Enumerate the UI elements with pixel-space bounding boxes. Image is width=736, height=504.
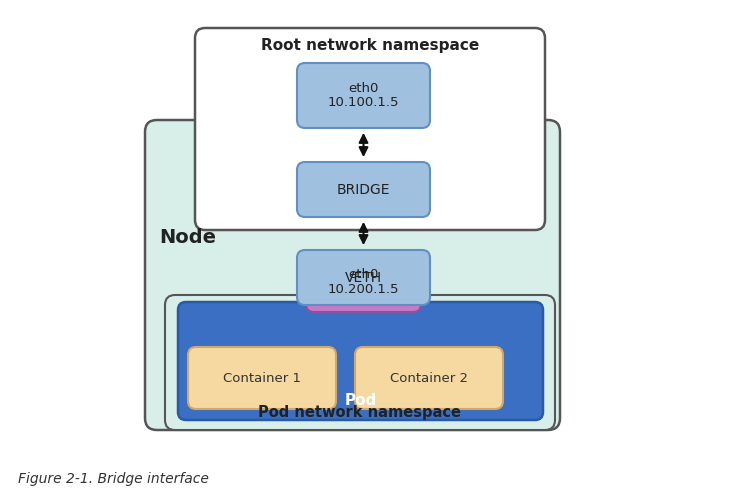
Text: BRIDGE: BRIDGE	[337, 182, 390, 197]
Text: Root network namespace: Root network namespace	[261, 38, 479, 53]
FancyBboxPatch shape	[145, 120, 560, 430]
Text: Node: Node	[159, 228, 216, 247]
Text: Container 1: Container 1	[223, 371, 301, 385]
Text: Pod: Pod	[344, 393, 377, 408]
FancyBboxPatch shape	[195, 28, 545, 230]
FancyBboxPatch shape	[188, 347, 336, 409]
Text: Container 2: Container 2	[390, 371, 468, 385]
FancyBboxPatch shape	[297, 162, 430, 217]
FancyBboxPatch shape	[306, 252, 421, 312]
FancyBboxPatch shape	[297, 250, 430, 305]
Text: eth0
10.100.1.5: eth0 10.100.1.5	[328, 82, 399, 109]
FancyBboxPatch shape	[297, 63, 430, 128]
FancyBboxPatch shape	[165, 295, 555, 430]
Text: eth0
10.200.1.5: eth0 10.200.1.5	[328, 268, 399, 296]
Text: Pod network namespace: Pod network namespace	[258, 405, 461, 420]
Text: VETH: VETH	[345, 271, 382, 284]
Text: Figure 2-1. Bridge interface: Figure 2-1. Bridge interface	[18, 472, 209, 486]
FancyBboxPatch shape	[178, 302, 543, 420]
FancyBboxPatch shape	[355, 347, 503, 409]
